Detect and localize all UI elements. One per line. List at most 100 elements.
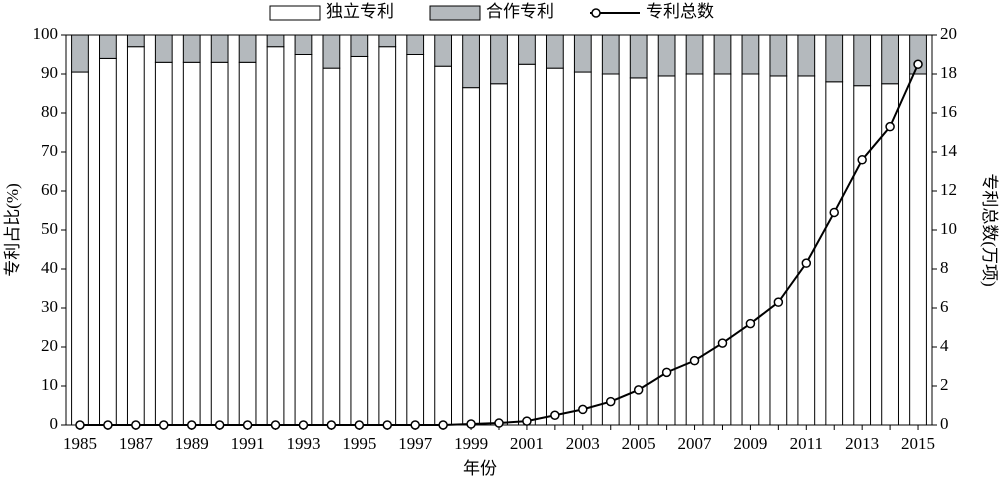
bar (238, 34, 257, 63)
y-tick-label: 70 (41, 141, 58, 160)
bar (713, 34, 732, 75)
y-tick-label: 20 (41, 336, 58, 355)
y2-tick-label: 14 (940, 141, 958, 160)
x-axis-label: 年份 (463, 459, 497, 478)
x-tick-label: 1993 (286, 434, 320, 453)
y2-tick-label: 20 (940, 24, 957, 43)
point (885, 121, 895, 132)
bar (154, 61, 173, 426)
x-tick-label: 1985 (63, 434, 97, 453)
y-tick-label: 30 (41, 297, 58, 316)
point (410, 420, 420, 430)
y2-axis-label: 专利总数(万项) (980, 173, 999, 286)
y-axis-label: 专利占比(%) (3, 183, 22, 276)
bar (853, 85, 872, 426)
bar (825, 81, 844, 426)
y2-tick-label: 4 (940, 336, 949, 355)
bar (350, 55, 369, 426)
bar (825, 34, 844, 83)
legend-label: 合作专利 (486, 2, 554, 21)
point (857, 155, 867, 165)
bar (741, 34, 760, 75)
x-tick-label: 2007 (678, 434, 713, 453)
bar (629, 34, 648, 79)
bar (182, 34, 201, 63)
bar (99, 34, 117, 59)
bar (545, 67, 564, 426)
point (773, 297, 784, 307)
point (466, 419, 476, 429)
bar (853, 34, 872, 87)
bar (657, 34, 676, 77)
bar (99, 57, 117, 426)
point (186, 420, 197, 430)
point (578, 404, 588, 415)
bar (601, 73, 620, 426)
point (913, 59, 923, 69)
y-tick-label: 50 (41, 219, 58, 238)
bar (406, 54, 425, 426)
point (242, 420, 253, 430)
y-tick-label: 10 (41, 375, 58, 394)
point (131, 420, 141, 430)
bar (294, 54, 313, 426)
legend-label: 专利总数 (646, 2, 714, 21)
bar (322, 34, 341, 69)
bar (490, 34, 508, 85)
x-tick-label: 1997 (398, 434, 433, 453)
point (75, 420, 85, 430)
y-tick-label: 90 (41, 63, 58, 82)
bar (71, 71, 89, 426)
bar (378, 46, 397, 426)
point (326, 420, 337, 430)
bar (434, 34, 453, 67)
point (689, 355, 700, 366)
y2-tick-label: 6 (940, 297, 949, 316)
point (270, 420, 281, 430)
bar (210, 61, 229, 426)
bar (266, 46, 285, 426)
point (382, 420, 393, 430)
bar (769, 34, 788, 77)
bar (685, 73, 704, 426)
point (633, 385, 644, 395)
bar (126, 46, 145, 426)
point (661, 367, 672, 378)
x-tick-label: 2003 (566, 434, 600, 453)
bar (434, 65, 453, 426)
bar (573, 71, 592, 426)
bar (741, 73, 760, 426)
legend-swatch (429, 5, 481, 21)
legend-label: 独立专利 (326, 2, 394, 21)
bar (518, 34, 536, 65)
bar (573, 34, 592, 73)
point (717, 338, 728, 348)
bar (769, 75, 788, 426)
bar (126, 34, 145, 48)
bar (713, 73, 732, 426)
point (522, 416, 532, 426)
legend-swatch (269, 5, 321, 21)
bar (210, 34, 229, 63)
y-tick-label: 80 (41, 102, 58, 121)
point (103, 420, 113, 430)
y-tick-label: 60 (41, 180, 58, 199)
x-tick-label: 2001 (510, 434, 544, 453)
bar (797, 34, 816, 77)
y-tick-label: 0 (50, 414, 59, 433)
bar (378, 34, 397, 48)
point (354, 420, 365, 430)
bar (909, 73, 927, 426)
legend-marker (591, 8, 601, 18)
y2-tick-label: 12 (940, 180, 957, 199)
point (801, 258, 812, 268)
bar (462, 87, 480, 426)
y-tick-label: 40 (41, 258, 58, 277)
bar (685, 34, 704, 75)
bar (406, 34, 425, 55)
y2-tick-label: 2 (940, 375, 949, 394)
point (605, 396, 616, 407)
bar (322, 67, 341, 426)
point (159, 420, 169, 430)
x-tick-label: 1991 (231, 434, 265, 453)
